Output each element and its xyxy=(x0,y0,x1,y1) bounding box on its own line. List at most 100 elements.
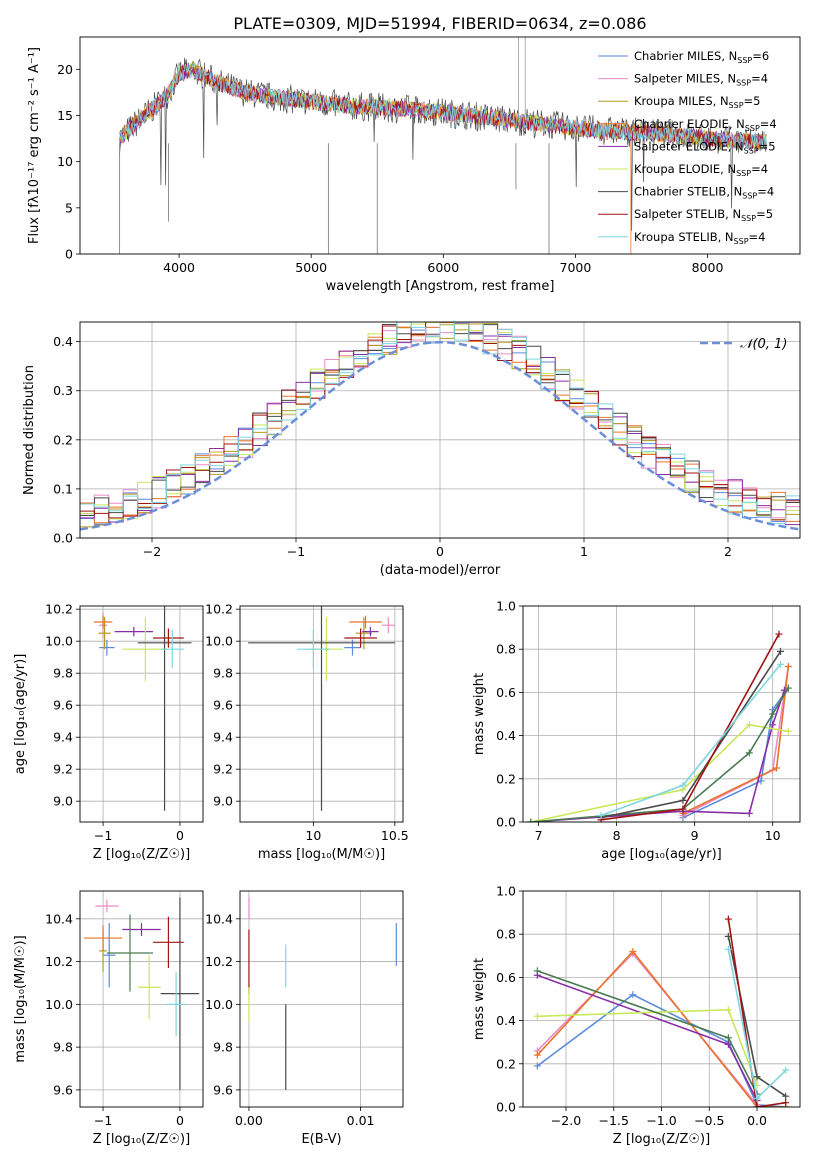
y-tick-label: 15 xyxy=(57,108,73,123)
x-tick-label: −2 xyxy=(143,544,161,559)
x-tick-label: −1 xyxy=(94,828,112,843)
series-line-salpeter_stelib xyxy=(727,918,786,1107)
series-marker-kroupa_elodie xyxy=(533,1012,541,1020)
x-tick-label: 6000 xyxy=(427,260,459,275)
series-marker-chabrier_miles xyxy=(629,991,637,999)
y-tick-label: 10.0 xyxy=(45,997,73,1012)
y-tick-label: 0.0 xyxy=(496,815,516,830)
y-tick-label: 0.4 xyxy=(496,728,516,743)
x-tick-label: 0.0 xyxy=(747,1113,767,1128)
spectrum-line-salpeter_stelib xyxy=(119,63,767,150)
y-tick-label: 0.8 xyxy=(496,642,516,657)
y-tick-label: 0.1 xyxy=(53,481,73,496)
y-tick-label: 0.6 xyxy=(496,685,516,700)
y-tick-label: 0.4 xyxy=(53,334,73,349)
chart-residuals: −2 −1 0 1 2 0.0 0.1 0.2 0.3 0.4 (data-model)/error… xyxy=(22,321,801,578)
point-chabrier_miles xyxy=(103,923,116,988)
legend-label: Salpeter STELIB, NSSP=5 xyxy=(634,207,773,223)
series-marker-green_series xyxy=(745,749,753,757)
y-axis-label: mass weight xyxy=(472,958,487,1040)
point-kroupa_stelib xyxy=(166,972,186,1037)
y-tick-label: 9.8 xyxy=(53,666,73,681)
y-tick-label: 0.2 xyxy=(53,432,73,447)
plot-area xyxy=(80,322,800,538)
y-tick-label: 1.0 xyxy=(496,884,516,899)
point-chabrier_stelib xyxy=(137,606,192,811)
legend-label: Salpeter ELODIE, NSSP=5 xyxy=(634,139,776,155)
y-tick-label: 10.2 xyxy=(45,954,73,969)
point-kroupa_elodie xyxy=(137,955,161,1020)
point-chabrier_miles xyxy=(99,639,115,656)
plot-area xyxy=(83,897,200,1090)
series-line-kroupa_elodie xyxy=(537,1008,758,1086)
series-marker-kroupa_stelib xyxy=(776,660,784,668)
series-marker-salpeter_stelib xyxy=(753,1103,761,1107)
chart-weight_vs_age: 7 8 9 10 0.0 0.2 0.4 0.6 0.8 1.0 age [log₁₀(age/yr… xyxy=(472,599,801,862)
series-marker-green_series xyxy=(724,1034,732,1042)
chart-mass_vs_ebv: 0.00 0.01 9.6 9.8 10.0 10.2 10.4 E(B-V) xyxy=(205,890,404,1147)
y-tick-label: 9.8 xyxy=(213,666,233,681)
legend-label: Kroupa STELIB, NSSP=4 xyxy=(634,230,765,246)
series-marker-salpeter_stelib xyxy=(782,1099,790,1107)
x-tick-label: 8 xyxy=(613,828,621,843)
y-tick-label: 10.2 xyxy=(205,954,233,969)
series-marker-chabrier_elodie xyxy=(784,662,792,670)
y-tick-label: 0 xyxy=(65,247,73,262)
x-tick-label: 7 xyxy=(535,828,543,843)
axes-frame xyxy=(239,605,404,823)
x-axis-label: Z [log₁₀(Z/Z☉)] xyxy=(93,847,190,862)
y-tick-label: 0.0 xyxy=(496,1100,516,1115)
series-line-salpeter_elodie xyxy=(537,974,758,1101)
x-tick-label: 7000 xyxy=(560,260,592,275)
series-marker-kroupa_stelib xyxy=(724,945,732,953)
y-tick-label: 9.6 xyxy=(53,698,73,713)
x-tick-label: 8000 xyxy=(692,260,724,275)
point-salpeter_stelib xyxy=(153,916,184,968)
legend-label: Chabrier STELIB, NSSP=4 xyxy=(634,185,774,201)
x-tick-label: 10 xyxy=(305,828,321,843)
series-marker-salpeter_stelib xyxy=(775,630,783,638)
y-tick-label: 9.4 xyxy=(213,730,233,745)
plot-area xyxy=(119,37,767,254)
point-chabrier_elodie xyxy=(93,615,113,629)
plot-area xyxy=(533,915,790,1107)
series-marker-green_series xyxy=(769,710,777,718)
series-marker-chabrier_elodie xyxy=(773,764,781,772)
x-axis-label: (data-model)/error xyxy=(380,563,501,578)
series-marker-kroupa_elodie xyxy=(724,1006,732,1014)
point-chabrier_miles xyxy=(344,639,361,656)
y-axis-label: mass weight xyxy=(472,673,487,755)
x-axis-label: age [log₁₀(age/yr)] xyxy=(601,847,722,862)
series-marker-kroupa_elodie xyxy=(745,721,753,729)
chart-age_vs_mass: 10 10.5 9.0 9.2 9.4 9.6 9.8 10.0 10.2 mass [log₁₀… xyxy=(205,602,409,862)
legend-label: Chabrier ELODIE, NSSP=4 xyxy=(634,117,777,133)
series-marker-green_series xyxy=(527,818,535,822)
x-tick-label: −1.0 xyxy=(646,1113,676,1128)
y-tick-label: 20 xyxy=(57,62,73,77)
series-marker-chabrier_miles xyxy=(533,1062,541,1070)
x-tick-label: 9 xyxy=(691,828,699,843)
series-line-salpeter_miles xyxy=(536,952,758,1106)
y-tick-label: 10.0 xyxy=(205,997,233,1012)
chart-age_vs_Z: −1 0 9.0 9.2 9.4 9.6 9.8 10.0 10.2 Z [log₁₀(Z/Z☉)… xyxy=(13,602,204,862)
plot-area xyxy=(93,606,192,811)
series-marker-chabrier_elodie xyxy=(629,947,637,955)
point-salpeter_stelib xyxy=(153,628,184,648)
y-tick-label: 9.8 xyxy=(213,1040,233,1055)
x-tick-label: 5000 xyxy=(295,260,327,275)
series-marker-salpeter_elodie xyxy=(724,1040,732,1048)
y-axis-label: mass [log₁₀(M/M☉)] xyxy=(13,935,28,1062)
series-marker-kroupa_stelib xyxy=(597,812,605,820)
x-tick-label: −2.0 xyxy=(551,1113,581,1128)
axes-frame xyxy=(79,605,204,823)
series-line-chabrier_elodie xyxy=(536,950,786,1107)
series-marker-chabrier_stelib xyxy=(776,647,784,655)
x-tick-label: 2 xyxy=(724,544,732,559)
y-tick-label: 0.2 xyxy=(496,1056,516,1071)
axes-frame xyxy=(522,890,801,1108)
x-tick-label: −0.5 xyxy=(694,1113,724,1128)
y-tick-label: 0.3 xyxy=(53,383,73,398)
point-salpeter_miles xyxy=(381,617,395,634)
